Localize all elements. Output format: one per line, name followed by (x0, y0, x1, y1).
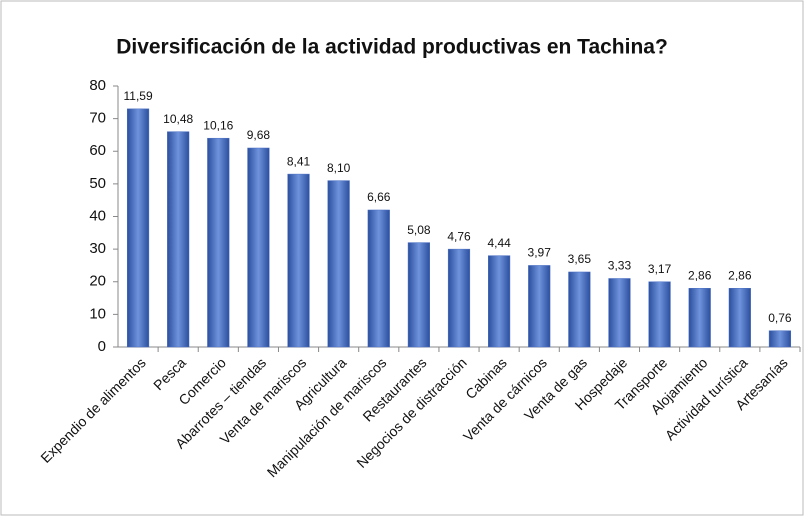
y-tick-label: 10 (89, 305, 106, 322)
data-label: 5,08 (407, 223, 431, 237)
bar (327, 180, 350, 348)
data-label: 4,76 (447, 229, 471, 243)
data-label: 3,65 (568, 252, 592, 266)
bar (528, 265, 551, 348)
data-label: 3,33 (608, 259, 632, 273)
y-tick-label: 80 (89, 77, 106, 94)
bar (367, 209, 390, 348)
data-label: 9,68 (247, 128, 271, 142)
bar (608, 278, 631, 348)
data-label: 2,86 (688, 268, 712, 282)
data-label: 0,76 (768, 311, 792, 325)
data-label: 10,16 (203, 118, 233, 132)
data-label: 11,59 (123, 89, 152, 103)
bar (728, 288, 751, 348)
bar (688, 288, 711, 348)
bar (287, 173, 310, 348)
data-label: 3,97 (528, 246, 552, 260)
bar (126, 108, 150, 348)
y-tick-label: 60 (89, 142, 106, 159)
bar (648, 281, 671, 348)
y-tick-label: 20 (89, 273, 106, 290)
y-tick-label: 50 (89, 175, 106, 192)
y-tick-label: 30 (89, 240, 106, 257)
data-label: 8,10 (327, 161, 351, 175)
chart-title: Diversificación de la actividad producti… (116, 36, 668, 59)
data-label: 10,48 (163, 112, 193, 126)
data-label: 8,41 (287, 154, 311, 168)
bar (407, 242, 430, 348)
bar (447, 248, 471, 348)
bar (207, 137, 230, 348)
bar (247, 147, 270, 348)
data-label: 6,66 (367, 190, 391, 204)
bar (488, 255, 511, 348)
y-tick-label: 70 (89, 110, 106, 127)
bar (768, 330, 792, 348)
y-tick-label: 0 (98, 338, 106, 355)
data-label: 3,17 (648, 262, 672, 276)
data-label: 4,44 (487, 236, 511, 250)
bar (568, 271, 591, 348)
data-label: 2,86 (728, 268, 752, 282)
y-tick-label: 40 (89, 207, 106, 224)
bar (167, 131, 190, 348)
